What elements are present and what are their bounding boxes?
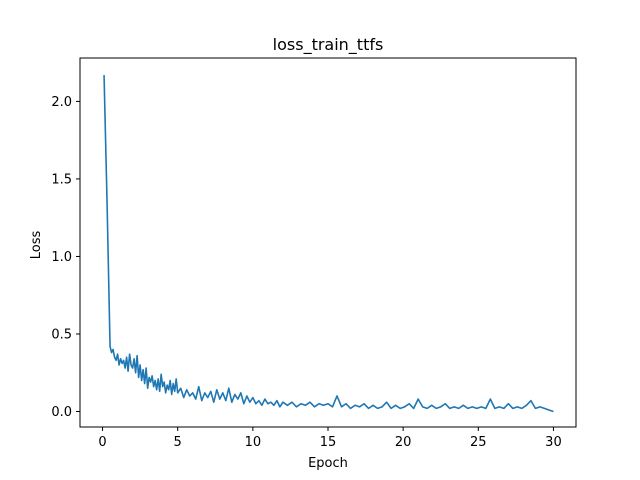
x-tick-label: 15 xyxy=(320,435,337,450)
x-tick-label: 20 xyxy=(395,435,412,450)
y-tick-label: 0.0 xyxy=(51,405,72,420)
y-tick-label: 2.0 xyxy=(51,95,72,110)
y-tick-label: 0.5 xyxy=(51,327,72,342)
x-tick-label: 10 xyxy=(245,435,262,450)
y-tick-label: 1.5 xyxy=(51,172,72,187)
x-tick-label: 30 xyxy=(545,435,562,450)
y-axis-label: Loss xyxy=(29,231,44,260)
x-tick-label: 25 xyxy=(470,435,487,450)
axes-frame xyxy=(79,57,577,428)
x-axis-ticks: 0 5 10 15 20 25 30 xyxy=(98,427,562,450)
x-tick-label: 5 xyxy=(174,435,182,450)
x-tick-label: 0 xyxy=(98,435,106,450)
y-tick-label: 1.0 xyxy=(51,250,72,265)
x-axis-label: Epoch xyxy=(308,456,348,471)
y-axis-ticks: 0.0 0.5 1.0 1.5 2.0 xyxy=(51,95,80,420)
chart-title: loss_train_ttfs xyxy=(273,35,384,55)
series-layer xyxy=(103,75,554,413)
series-line-0 xyxy=(103,75,554,413)
